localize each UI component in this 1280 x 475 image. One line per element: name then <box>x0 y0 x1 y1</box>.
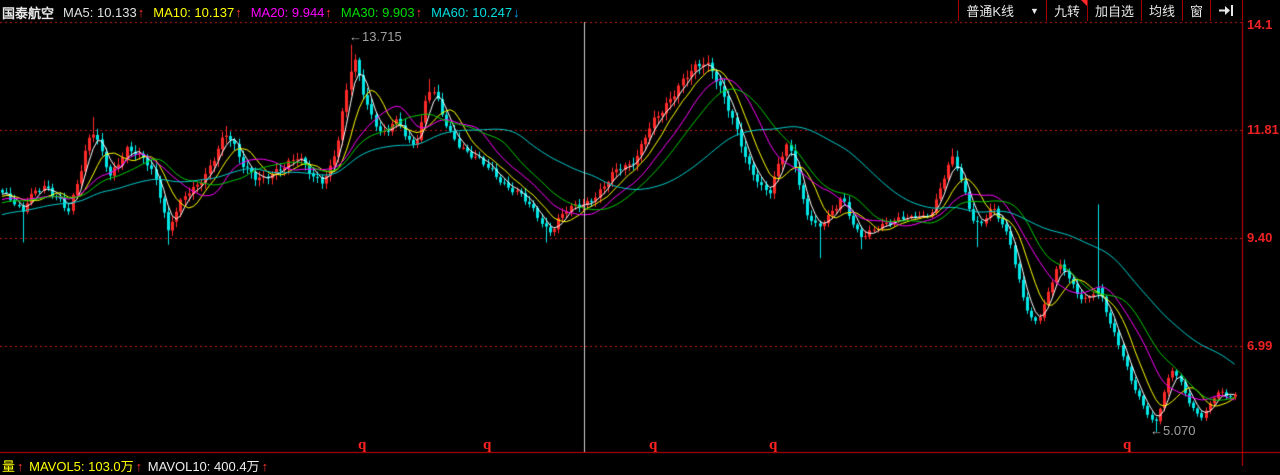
kline-type-label: 普通K线 <box>966 4 1015 19</box>
ma10-arrow-icon: ↑ <box>235 4 242 20</box>
axis-label-3: 9.40 <box>1247 230 1273 245</box>
axis-label-4: 6.99 <box>1247 338 1273 353</box>
gap-marker-q: q <box>649 437 658 453</box>
kline-type-dropdown[interactable]: 普通K线 ▼ <box>958 0 1047 21</box>
chart-toolbar: 普通K线 ▼ 九转 加自选 均线 窗 <box>958 0 1243 21</box>
ma60-label: MA60: 10.247 <box>431 4 513 20</box>
volume-ma-label: ↑ <box>17 459 24 474</box>
add-watchlist-button[interactable]: 加自选 <box>1086 0 1142 21</box>
ma-settings-button[interactable]: 均线 <box>1140 0 1183 21</box>
gap-marker-q: q <box>1123 437 1132 453</box>
ma20-label: MA20: 9.944 <box>250 4 325 20</box>
symbol-name: 国泰航空 <box>2 5 55 21</box>
gap-marker-q: q <box>483 437 492 453</box>
ma60-arrow-icon: ↓ <box>513 4 520 20</box>
gap-marker-q: q <box>769 437 778 453</box>
volume-ma-label: ↑ <box>135 459 143 474</box>
low-price-annotation: ←5.070 <box>1150 423 1196 438</box>
chevron-down-icon: ▼ <box>1030 5 1039 16</box>
nine-turn-button[interactable]: 九转 <box>1045 0 1088 21</box>
ma30-arrow-icon: ↑ <box>415 4 423 20</box>
volume-ma-label: MAVOL5: 103.0万 <box>25 459 134 474</box>
volume-ma-label: MAVOL10: 400.4万 <box>144 459 260 474</box>
chart-header: 国泰航空 MA5: 10.133 ↑ MA10: 10.137 ↑ MA20: 9.… <box>2 3 520 21</box>
ma5-label: MA5: 10.133 <box>63 4 137 20</box>
ma5-arrow-icon: ↑ <box>137 4 145 20</box>
volume-ma-label: 量 <box>2 459 16 474</box>
volume-ma-label: ↑ <box>261 459 269 474</box>
high-price-annotation: ←13.715 <box>349 29 402 44</box>
window-button[interactable]: 窗 <box>1181 0 1211 21</box>
collapse-panel-button[interactable] <box>1210 0 1243 21</box>
ma30-label: MA30: 9.903 <box>340 4 415 20</box>
axis-label-1: 14.1 <box>1247 17 1273 32</box>
arrow-to-bar-icon <box>1219 5 1233 16</box>
axis-label-2: 11.81 <box>1247 122 1279 137</box>
ma20-arrow-icon: ↑ <box>325 4 332 20</box>
ma10-label: MA10: 10.137 <box>153 4 235 20</box>
gap-marker-q: q <box>358 437 367 453</box>
corner-badge <box>1080 0 1087 6</box>
